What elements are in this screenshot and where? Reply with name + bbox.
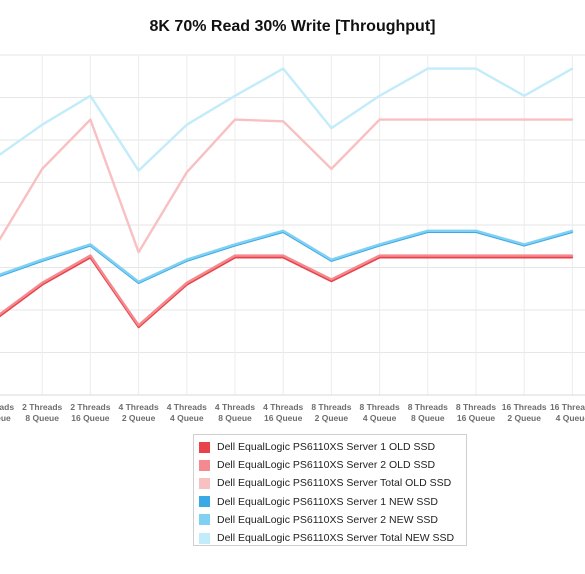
data-point — [378, 118, 381, 121]
x-tick-label: 4 Threads 8 Queue — [215, 402, 255, 423]
data-point — [89, 254, 92, 257]
data-point — [523, 118, 525, 121]
legend-label: Dell EqualLogic PS6110XS Server Total NE… — [217, 532, 455, 545]
legend-swatch — [199, 441, 210, 453]
data-point — [137, 326, 140, 328]
legend-item: Dell EqualLogic PS6110XS Server Total OL… — [199, 474, 466, 492]
data-point — [234, 243, 236, 246]
data-point — [427, 67, 429, 70]
data-point — [378, 95, 381, 97]
data-point — [330, 280, 333, 282]
data-point — [523, 95, 525, 97]
x-tick-label: 2 Threads 16 Queue — [70, 402, 110, 423]
data-point — [282, 120, 285, 123]
x-tick-label: 8 Threads 16 Queue — [456, 402, 496, 423]
data-point — [571, 256, 574, 259]
x-tick-label: 8 Threads 8 Queue — [408, 402, 448, 423]
legend-swatch — [199, 477, 210, 489]
data-point — [186, 282, 188, 284]
data-point — [282, 254, 285, 257]
data-point — [427, 229, 429, 232]
data-point — [137, 251, 140, 253]
data-point — [41, 258, 43, 261]
data-point — [89, 243, 92, 246]
data-point — [571, 254, 574, 257]
data-point — [186, 171, 188, 174]
data-point — [523, 256, 525, 259]
legend-item: Dell EqualLogic PS6110XS Server Total NE… — [199, 529, 466, 547]
data-point — [330, 278, 333, 281]
chart-title: 8K 70% Read 30% Write [Throughput] — [149, 18, 436, 35]
gridlines — [0, 54, 585, 396]
data-point — [41, 168, 43, 170]
data-point — [234, 118, 236, 121]
data-point — [89, 95, 92, 97]
data-point — [427, 118, 429, 121]
data-point — [234, 254, 236, 257]
data-point — [427, 254, 429, 257]
data-point — [523, 243, 525, 246]
data-point — [186, 258, 188, 261]
legend-label: Dell EqualLogic PS6110XS Server 1 OLD SS… — [217, 441, 436, 454]
x-tick-label: 8 Threads 4 Queue — [360, 402, 400, 423]
legend-swatch — [199, 532, 210, 544]
series-line-2 — [0, 254, 573, 327]
legend-label: Dell EqualLogic PS6110XS Server Total OL… — [217, 477, 452, 490]
data-point — [330, 258, 333, 261]
data-point — [137, 169, 140, 172]
data-point — [330, 127, 333, 129]
legend-item: Dell EqualLogic PS6110XS Server 1 OLD SS… — [199, 438, 466, 456]
data-point — [475, 118, 477, 121]
legend-label: Dell EqualLogic PS6110XS Server 1 NEW SS… — [217, 495, 438, 508]
series-lines — [0, 67, 574, 329]
legend-swatch — [199, 496, 210, 508]
data-point — [475, 254, 477, 257]
data-point — [378, 243, 381, 246]
data-point — [571, 118, 574, 121]
legend-swatch — [199, 514, 210, 526]
legend-item: Dell EqualLogic PS6110XS Server 2 OLD SS… — [199, 456, 466, 474]
data-point — [475, 256, 477, 259]
data-point — [41, 282, 43, 284]
legend-label: Dell EqualLogic PS6110XS Server 2 NEW SS… — [217, 513, 438, 526]
legend-item: Dell EqualLogic PS6110XS Server 2 NEW SS… — [199, 511, 466, 529]
x-tick-label: 2 Threads 8 Queue — [22, 402, 62, 423]
data-point — [571, 229, 574, 232]
data-point — [523, 254, 525, 257]
x-tick-label: 4 Threads 4 Queue — [167, 402, 207, 423]
data-point — [427, 256, 429, 259]
data-point — [234, 95, 236, 97]
data-point — [571, 67, 574, 70]
data-point — [137, 280, 140, 283]
data-point — [186, 123, 188, 126]
legend: Dell EqualLogic PS6110XS Server 1 OLD SS… — [193, 434, 467, 546]
data-point — [282, 229, 285, 232]
data-point — [378, 254, 381, 257]
legend-label: Dell EqualLogic PS6110XS Server 2 OLD SS… — [217, 459, 436, 472]
data-point — [137, 324, 140, 327]
x-tick-label: 4 Threads 16 Queue — [263, 402, 303, 423]
data-point — [330, 168, 333, 170]
data-point — [475, 67, 477, 70]
data-point — [475, 229, 477, 232]
data-point — [89, 118, 92, 121]
x-tick-label: 16 Threads 2 Queue — [502, 402, 547, 423]
x-tick-label: 4 Threads 2 Queue — [119, 402, 159, 423]
x-tick-label: 8 Threads 2 Queue — [311, 402, 351, 423]
data-point — [41, 123, 43, 126]
legend-swatch — [199, 459, 210, 471]
legend-item: Dell EqualLogic PS6110XS Server 1 NEW SS… — [199, 493, 466, 511]
data-point — [282, 67, 285, 70]
